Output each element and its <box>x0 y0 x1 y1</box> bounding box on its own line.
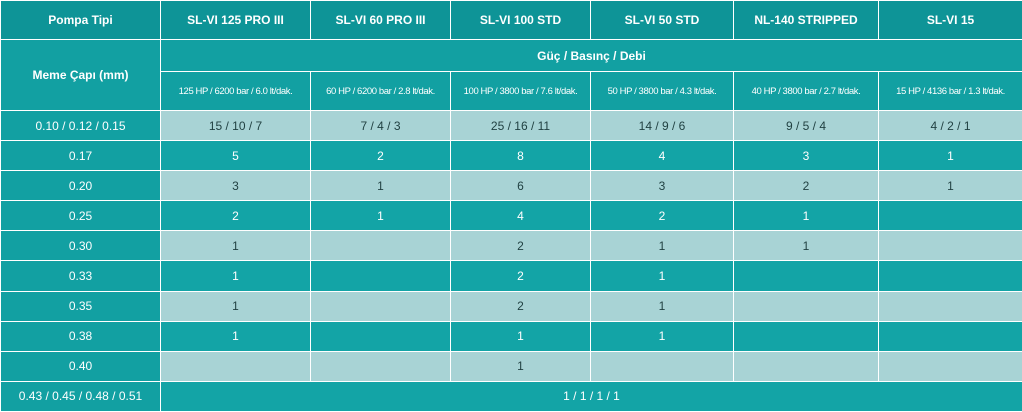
value-cell: 1 <box>450 320 591 352</box>
column-header: SL-VI 60 PRO III <box>310 0 451 40</box>
value-cell: 2 <box>590 200 734 232</box>
value-cell: 1 / 1 / 1 / 1 <box>160 380 1022 412</box>
data-row: 0.20 3 1 6 3 2 1 <box>0 170 1022 202</box>
spec-cell: 60 HP / 6200 bar / 2.8 lt/dak. <box>310 71 451 111</box>
group-header: Güç / Basınç / Debi <box>160 39 1022 72</box>
value-cell: 1 <box>733 230 879 262</box>
size-cell: 0.30 <box>0 230 161 262</box>
value-cell <box>733 320 879 352</box>
value-cell: 3 <box>733 140 879 172</box>
corner-header: Pompa Tipi <box>0 0 161 40</box>
data-row: 0.38 1 1 1 <box>0 320 1022 352</box>
header-row: Pompa Tipi SL-VI 125 PRO III SL-VI 60 PRO … <box>0 0 1022 40</box>
data-row: 0.43 / 0.45 / 0.48 / 0.51 1 / 1 / 1 / 1 <box>0 380 1022 412</box>
spec-cell: 100 HP / 3800 bar / 7.6 lt/dak. <box>450 71 591 111</box>
value-cell: 2 <box>450 260 591 292</box>
value-cell: 6 <box>450 170 591 202</box>
column-header: SL-VI 125 PRO III <box>160 0 311 40</box>
value-cell: 1 <box>590 320 734 352</box>
spec-cell: 15 HP / 4136 bar / 1.3 lt/dak. <box>878 71 1022 111</box>
size-cell: 0.35 <box>0 290 161 322</box>
column-header: SL-VI 50 STD <box>590 0 734 40</box>
spec-cell: 40 HP / 3800 bar / 2.7 lt/dak. <box>733 71 879 111</box>
value-cell: 7 / 4 / 3 <box>310 109 451 142</box>
value-cell <box>878 200 1022 232</box>
column-header: NL-140 STRIPPED <box>733 0 879 40</box>
value-cell <box>310 350 451 382</box>
value-cell: 4 <box>450 200 591 232</box>
value-cell: 3 <box>160 170 311 202</box>
value-cell <box>590 350 734 382</box>
value-cell <box>310 290 451 322</box>
value-cell: 1 <box>450 350 591 382</box>
value-cell <box>310 320 451 352</box>
value-cell <box>733 350 879 382</box>
spec-cell: 125 HP / 6200 bar / 6.0 lt/dak. <box>160 71 311 111</box>
data-row: 0.25 2 1 4 2 1 <box>0 200 1022 232</box>
value-cell: 1 <box>160 230 311 262</box>
data-row: 0.30 1 2 1 1 <box>0 230 1022 262</box>
value-cell: 15 / 10 / 7 <box>160 109 311 142</box>
value-cell: 9 / 5 / 4 <box>733 109 879 142</box>
value-cell: 1 <box>590 290 734 322</box>
value-cell <box>878 230 1022 262</box>
data-row: 0.33 1 2 1 <box>0 260 1022 292</box>
value-cell: 5 <box>160 140 311 172</box>
value-cell <box>878 350 1022 382</box>
value-cell: 2 <box>160 200 311 232</box>
spec-row: 125 HP / 6200 bar / 6.0 lt/dak. 60 HP / 6… <box>1 71 1022 111</box>
value-cell: 1 <box>878 170 1022 202</box>
value-cell <box>733 260 879 292</box>
data-row: 0.35 1 2 1 <box>0 290 1022 322</box>
value-cell: 1 <box>160 290 311 322</box>
group-row: Meme Çapı (mm) Güç / Basınç / Debi <box>0 39 1022 111</box>
spec-cell: 50 HP / 3800 bar / 4.3 lt/dak. <box>590 71 734 111</box>
value-cell: 2 <box>310 140 451 172</box>
value-cell: 1 <box>160 260 311 292</box>
value-cell: 1 <box>310 200 451 232</box>
value-cell: 25 / 16 / 11 <box>450 109 591 142</box>
value-cell <box>733 290 879 322</box>
column-header: SL-VI 15 <box>878 0 1022 40</box>
size-cell: 0.17 <box>0 140 161 172</box>
value-cell <box>310 230 451 262</box>
value-cell: 1 <box>878 140 1022 172</box>
value-cell: 2 <box>733 170 879 202</box>
data-row: 0.17 5 2 8 4 3 1 <box>0 140 1022 172</box>
value-cell: 8 <box>450 140 591 172</box>
size-cell: 0.10 / 0.12 / 0.15 <box>0 109 161 142</box>
value-cell: 4 / 2 / 1 <box>878 109 1022 142</box>
value-cell <box>878 260 1022 292</box>
value-cell: 1 <box>590 230 734 262</box>
value-cell: 2 <box>450 290 591 322</box>
value-cell: 4 <box>590 140 734 172</box>
size-cell: 0.40 <box>0 350 161 382</box>
size-cell: 0.43 / 0.45 / 0.48 / 0.51 <box>0 380 161 412</box>
size-cell: 0.33 <box>0 260 161 292</box>
value-cell: 2 <box>450 230 591 262</box>
value-cell <box>160 350 311 382</box>
value-cell: 1 <box>310 170 451 202</box>
column-header: SL-VI 100 STD <box>450 0 591 40</box>
value-cell <box>878 320 1022 352</box>
value-cell <box>878 290 1022 322</box>
size-cell: 0.38 <box>0 320 161 352</box>
value-cell: 1 <box>160 320 311 352</box>
value-cell: 1 <box>590 260 734 292</box>
size-cell: 0.20 <box>0 170 161 202</box>
value-cell <box>310 260 451 292</box>
size-header: Meme Çapı (mm) <box>0 39 161 111</box>
value-cell: 3 <box>590 170 734 202</box>
value-cell: 14 / 9 / 6 <box>590 109 734 142</box>
size-cell: 0.25 <box>0 200 161 232</box>
data-row: 0.40 1 <box>0 350 1022 382</box>
value-cell: 1 <box>733 200 879 232</box>
